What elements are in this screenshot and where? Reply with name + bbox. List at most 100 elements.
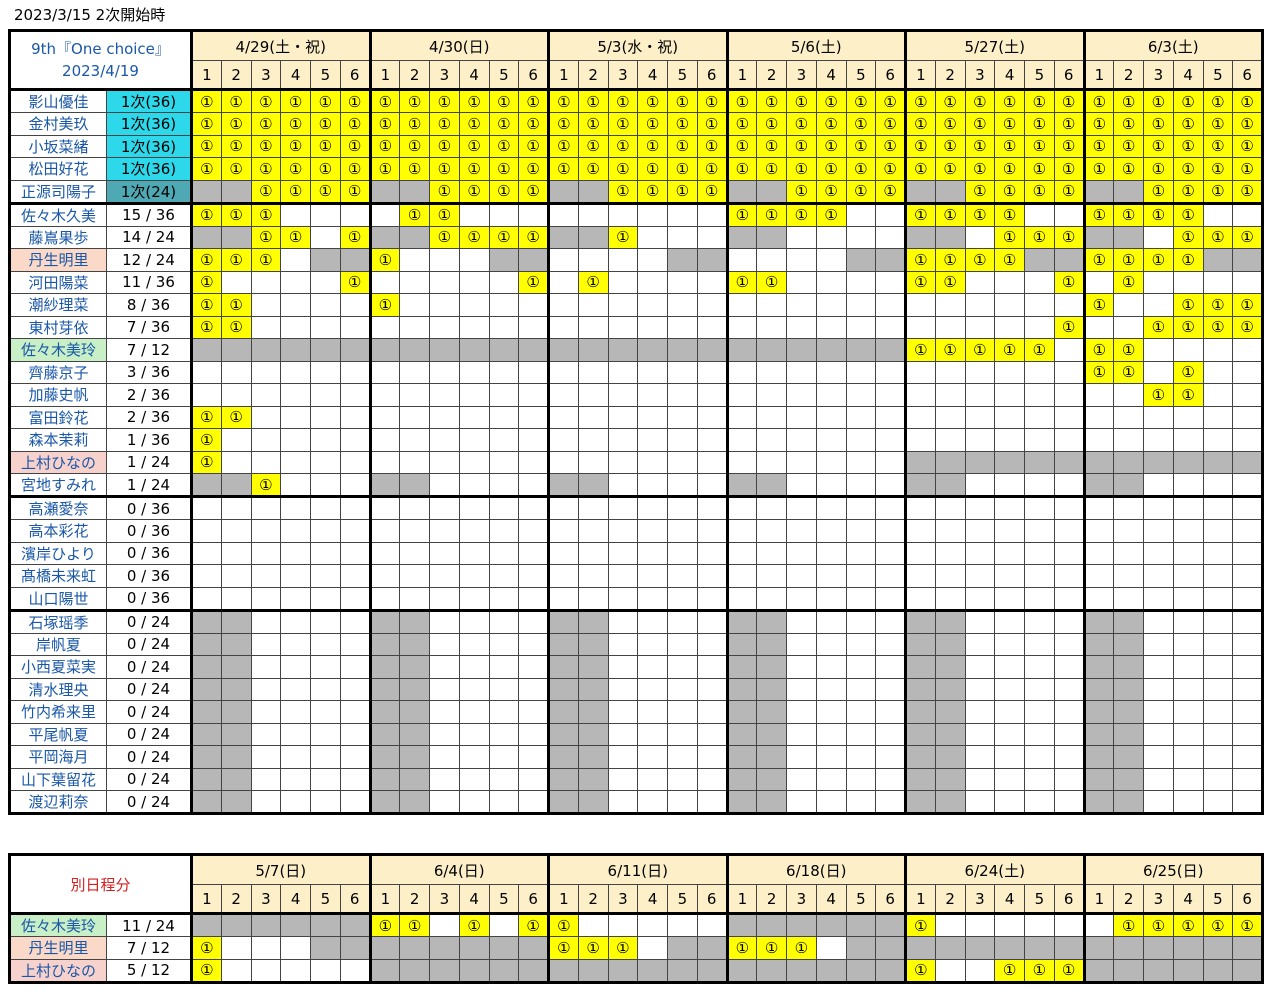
slot-empty [280, 360, 311, 384]
slot-unavailable [786, 958, 817, 983]
slot-empty [1113, 564, 1144, 588]
slot-unavailable [368, 179, 401, 205]
lane-number: 2 [577, 884, 609, 915]
slot-empty [190, 496, 222, 520]
slot-empty [786, 225, 817, 249]
lane-number: 1 [904, 60, 936, 91]
slot-empty [518, 655, 549, 679]
slot-empty [1113, 315, 1144, 339]
slot-empty [964, 609, 996, 634]
slot-marked: ① [190, 450, 222, 474]
slot-unavailable [607, 338, 639, 362]
slot-empty [280, 519, 311, 543]
slot-empty [1113, 541, 1144, 565]
slot-marked: ① [190, 293, 222, 317]
slot-empty [637, 293, 668, 317]
slot-empty [607, 270, 639, 294]
slot-empty [1172, 338, 1204, 362]
slot-unavailable [190, 609, 222, 634]
slot-marked: ① [1232, 89, 1263, 113]
slot-unavailable [875, 913, 906, 937]
slot-empty [1024, 564, 1055, 588]
slot-empty [458, 496, 490, 520]
lane-number: 2 [1113, 60, 1144, 91]
slot-marked: ① [488, 89, 520, 113]
slot-marked: ① [934, 112, 966, 136]
slot-empty [339, 564, 371, 588]
date-header: 6/11(日) [547, 854, 728, 885]
slot-unavailable [756, 958, 787, 983]
slot-marked: ① [368, 157, 401, 181]
slot-empty [488, 519, 520, 543]
slot-empty [518, 722, 549, 746]
slot-empty [280, 450, 311, 474]
member-count: 0 / 24 [106, 790, 193, 814]
slot-empty [964, 655, 996, 679]
slot-empty [815, 767, 847, 791]
slot-empty [458, 473, 490, 498]
slot-empty [875, 202, 906, 227]
slot-empty [845, 586, 877, 612]
slot-unavailable [220, 913, 252, 937]
slot-marked: ① [1202, 112, 1234, 136]
slot-empty [607, 428, 639, 452]
slot-empty [756, 315, 787, 339]
slot-empty [786, 655, 817, 679]
slot-empty [934, 913, 966, 937]
slot-unavailable [399, 745, 430, 769]
slot-empty [250, 450, 282, 474]
slot-empty [458, 564, 490, 588]
slot-marked: ① [667, 157, 698, 181]
slot-empty [994, 767, 1025, 791]
slot-empty [904, 315, 936, 339]
slot-empty [458, 383, 490, 407]
slot-empty [607, 700, 639, 724]
member-row: 潮紗理菜 8 / 36 ① ① ① ① ① ① ① [9, 293, 1263, 317]
slot-empty [667, 293, 698, 317]
slot-empty [518, 450, 549, 474]
member-row: 佐々木美玲 7 / 12 ① ① ① ① ① ① ① [9, 338, 1263, 362]
slot-empty [667, 450, 698, 474]
lane-number: 5 [310, 60, 341, 91]
slot-marked: ① [577, 270, 609, 294]
slot-unavailable [1113, 936, 1144, 960]
slot-empty [399, 293, 430, 317]
slot-unavailable [1024, 248, 1055, 272]
slot-empty [1143, 745, 1174, 769]
slot-unavailable [934, 936, 966, 960]
slot-empty [220, 496, 252, 520]
slot-unavailable [934, 767, 966, 791]
slot-empty [488, 632, 520, 656]
slot-unavailable [1113, 225, 1144, 249]
slot-unavailable [399, 700, 430, 724]
slot-unavailable [1082, 632, 1115, 656]
slot-empty [875, 655, 906, 679]
slot-empty [637, 677, 668, 701]
slot-unavailable [547, 473, 579, 498]
slot-empty [488, 722, 520, 746]
slot-marked: ① [815, 112, 847, 136]
slot-unavailable [845, 248, 877, 272]
slot-empty [1024, 293, 1055, 317]
slot-marked: ① [1172, 383, 1204, 407]
date-header-row: 別日程分 5/7(日) 6/4(日) 6/11(日) 6/18(日) 6/24(土) 6/2… [9, 854, 1263, 915]
slot-empty [280, 609, 311, 634]
slot-marked: ① [1113, 89, 1144, 113]
slot-marked: ① [1143, 157, 1174, 181]
slot-empty [1024, 913, 1055, 937]
slot-marked: ① [725, 112, 758, 136]
slot-unavailable [1082, 790, 1115, 814]
slot-empty [607, 315, 639, 339]
slot-unavailable [1082, 450, 1115, 474]
slot-empty [399, 315, 430, 339]
slot-empty [310, 270, 341, 294]
slot-empty [488, 790, 520, 814]
slot-unavailable [399, 473, 430, 498]
slot-empty [458, 293, 490, 317]
slot-empty [1232, 428, 1263, 452]
slot-empty [607, 655, 639, 679]
slot-empty [280, 958, 311, 983]
slot-marked: ① [1172, 179, 1204, 205]
slot-unavailable [488, 936, 520, 960]
lane-number: 4 [1172, 884, 1204, 915]
